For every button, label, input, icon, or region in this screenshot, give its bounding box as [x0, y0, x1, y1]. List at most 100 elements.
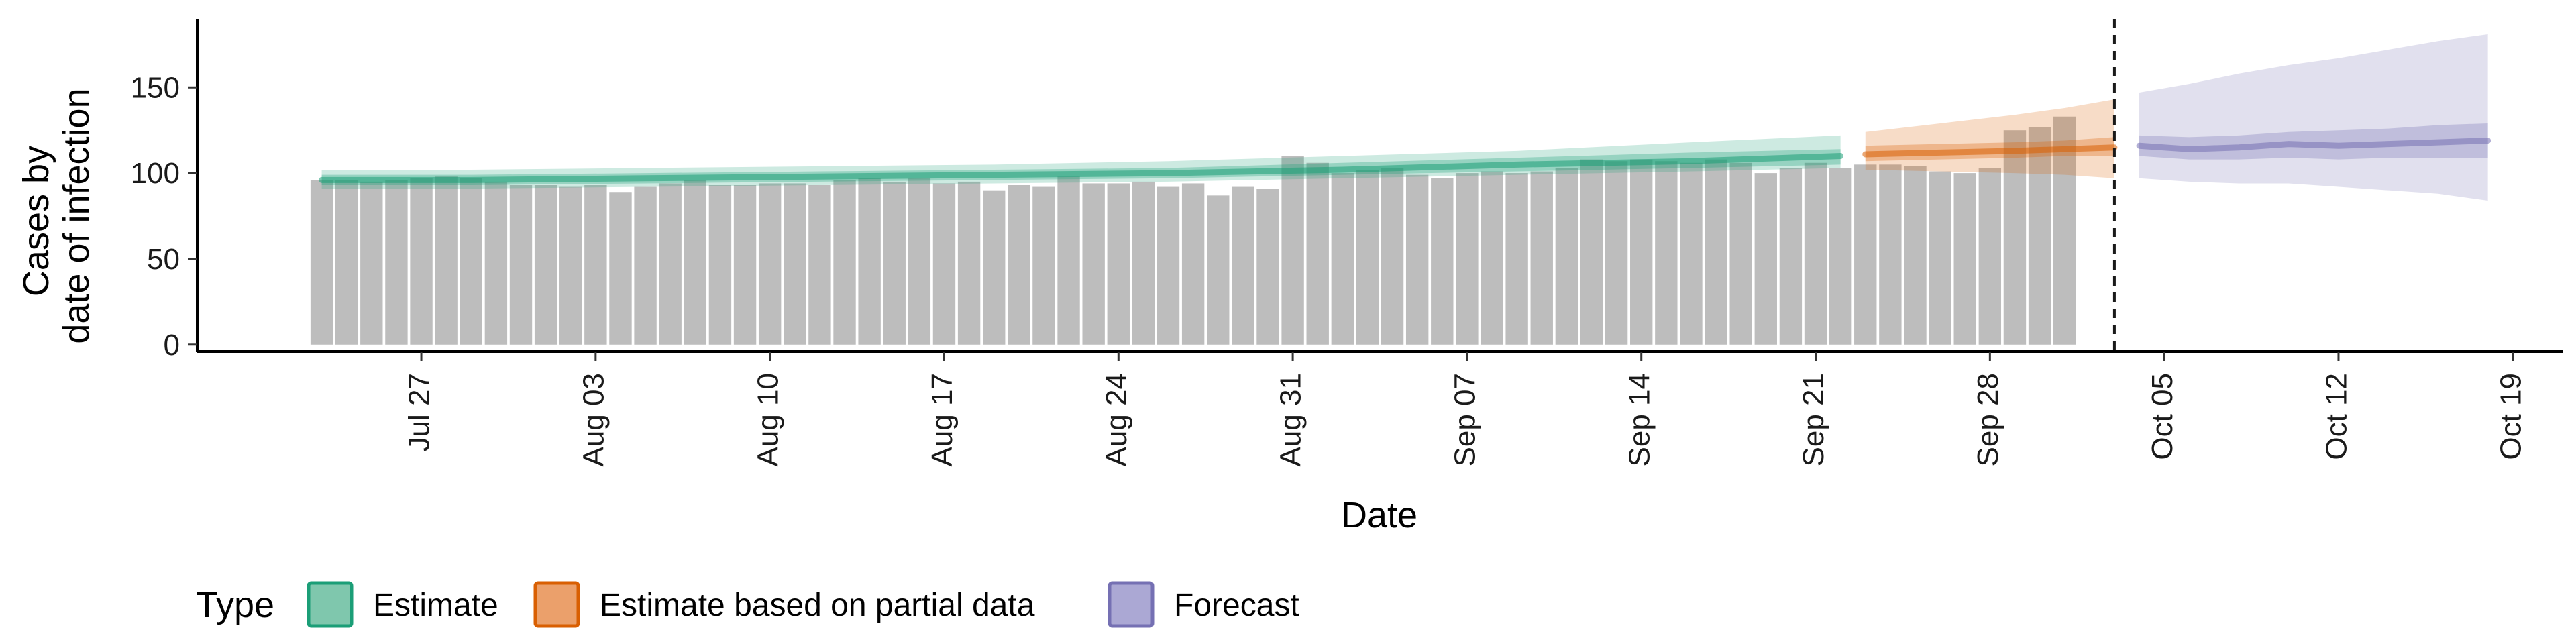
legend-label-partial: Estimate based on partial data	[600, 588, 1035, 623]
bar	[1854, 164, 1877, 345]
x-tick-label: Aug 24	[1100, 373, 1133, 466]
bar	[1953, 173, 1976, 345]
bar	[609, 192, 632, 345]
bar	[708, 185, 732, 345]
bar	[534, 185, 557, 345]
bar	[758, 183, 782, 345]
x-tick-label: Aug 10	[751, 373, 784, 466]
bar	[659, 183, 682, 345]
bar	[833, 180, 856, 345]
x-tick-label: Oct 05	[2146, 373, 2179, 460]
bar	[1281, 156, 1304, 345]
bar	[1605, 161, 1628, 345]
bar	[1032, 186, 1055, 345]
bar	[908, 178, 931, 345]
bar	[1008, 185, 1030, 345]
median-line-estimate-based-on-partial-data	[1862, 144, 2118, 158]
legend-key-estimate	[307, 581, 354, 628]
x-tick-label: Aug 31	[1275, 373, 1307, 466]
bar	[1680, 162, 1703, 345]
bar	[460, 178, 482, 345]
series-estimate-based-on-partial-data	[1862, 99, 2118, 178]
y-tick-label: 100	[131, 157, 180, 190]
bar	[1181, 183, 1205, 345]
median-line-forecast	[2136, 138, 2491, 152]
band-90-estimate-based-on-partial-data	[1865, 99, 2114, 178]
axes-layer	[196, 19, 2563, 353]
bar	[784, 183, 806, 345]
bands-layer	[319, 34, 2491, 201]
bar	[808, 185, 831, 345]
x-tick-label: Sep 14	[1623, 373, 1656, 466]
y-ticks: 0 50 100 150	[131, 71, 197, 362]
y-tick-label: 0	[164, 329, 180, 362]
bar	[385, 180, 408, 345]
x-tick-label: Sep 28	[1972, 373, 2004, 466]
x-tick-label: Aug 17	[926, 373, 959, 466]
bar	[883, 181, 906, 345]
bar	[484, 181, 508, 345]
bar	[1082, 183, 1105, 345]
bar	[1256, 189, 1279, 345]
bar	[1630, 159, 1653, 345]
bar	[858, 178, 881, 345]
bar	[435, 176, 458, 345]
bar	[1232, 186, 1254, 345]
x-tick-label: Oct 12	[2320, 373, 2353, 460]
legend-item-forecast: Forecast	[1108, 581, 1299, 628]
bar	[1754, 173, 1777, 345]
bar	[957, 181, 981, 345]
bar	[559, 186, 582, 345]
y-tick-label: 50	[147, 243, 180, 276]
legend-key-forecast	[1108, 581, 1155, 628]
bar	[1978, 168, 2002, 345]
bar	[1381, 168, 1404, 345]
bar	[2003, 130, 2027, 345]
bar	[335, 180, 358, 345]
x-tick-label: Sep 07	[1449, 373, 1482, 466]
y-axis-title-line-1: Cases by	[16, 146, 56, 297]
legend: Type Estimate Estimate based on partial …	[196, 581, 1299, 628]
bar	[1057, 176, 1080, 345]
legend-item-estimate: Estimate	[307, 581, 498, 628]
bar	[932, 183, 956, 345]
bar	[1580, 159, 1603, 345]
bar	[360, 181, 383, 345]
bar	[1157, 186, 1180, 345]
legend-label-forecast: Forecast	[1174, 588, 1299, 623]
legend-key-partial	[533, 581, 580, 628]
bar	[1306, 162, 1329, 345]
x-ticks: Jul 27 Aug 03 Aug 10 Aug 17 Aug 24 Aug 31 Sep …	[403, 352, 2527, 466]
x-tick-label: Aug 03	[577, 373, 610, 466]
bar	[1405, 174, 1429, 345]
bar	[1356, 169, 1379, 345]
bar	[1779, 168, 1803, 345]
legend-item-partial: Estimate based on partial data	[533, 581, 1035, 628]
y-axis-title: Cases by date of infection	[16, 88, 97, 343]
bar	[684, 180, 707, 345]
bar	[1879, 164, 1902, 345]
bar	[1929, 171, 1951, 345]
bar	[733, 185, 757, 345]
series-forecast	[2136, 34, 2491, 201]
x-axis-title: Date	[1341, 495, 1417, 535]
bar	[1431, 178, 1454, 345]
bar	[634, 186, 657, 345]
bar	[1729, 162, 1752, 345]
bar	[1107, 183, 1130, 345]
bar	[1804, 162, 1827, 345]
bar	[1132, 181, 1155, 345]
median-line-estimate	[319, 153, 1844, 183]
bar	[1555, 168, 1578, 345]
x-tick-label: Oct 19	[2494, 373, 2527, 460]
bar	[983, 190, 1006, 345]
series-estimate	[319, 135, 1844, 189]
x-tick-label: Jul 27	[403, 373, 436, 451]
legend-label-estimate: Estimate	[373, 588, 498, 623]
bar	[1655, 161, 1678, 345]
bar	[1456, 173, 1479, 345]
bar	[1530, 171, 1553, 345]
legend-title: Type	[196, 585, 274, 625]
bar	[2053, 116, 2076, 345]
